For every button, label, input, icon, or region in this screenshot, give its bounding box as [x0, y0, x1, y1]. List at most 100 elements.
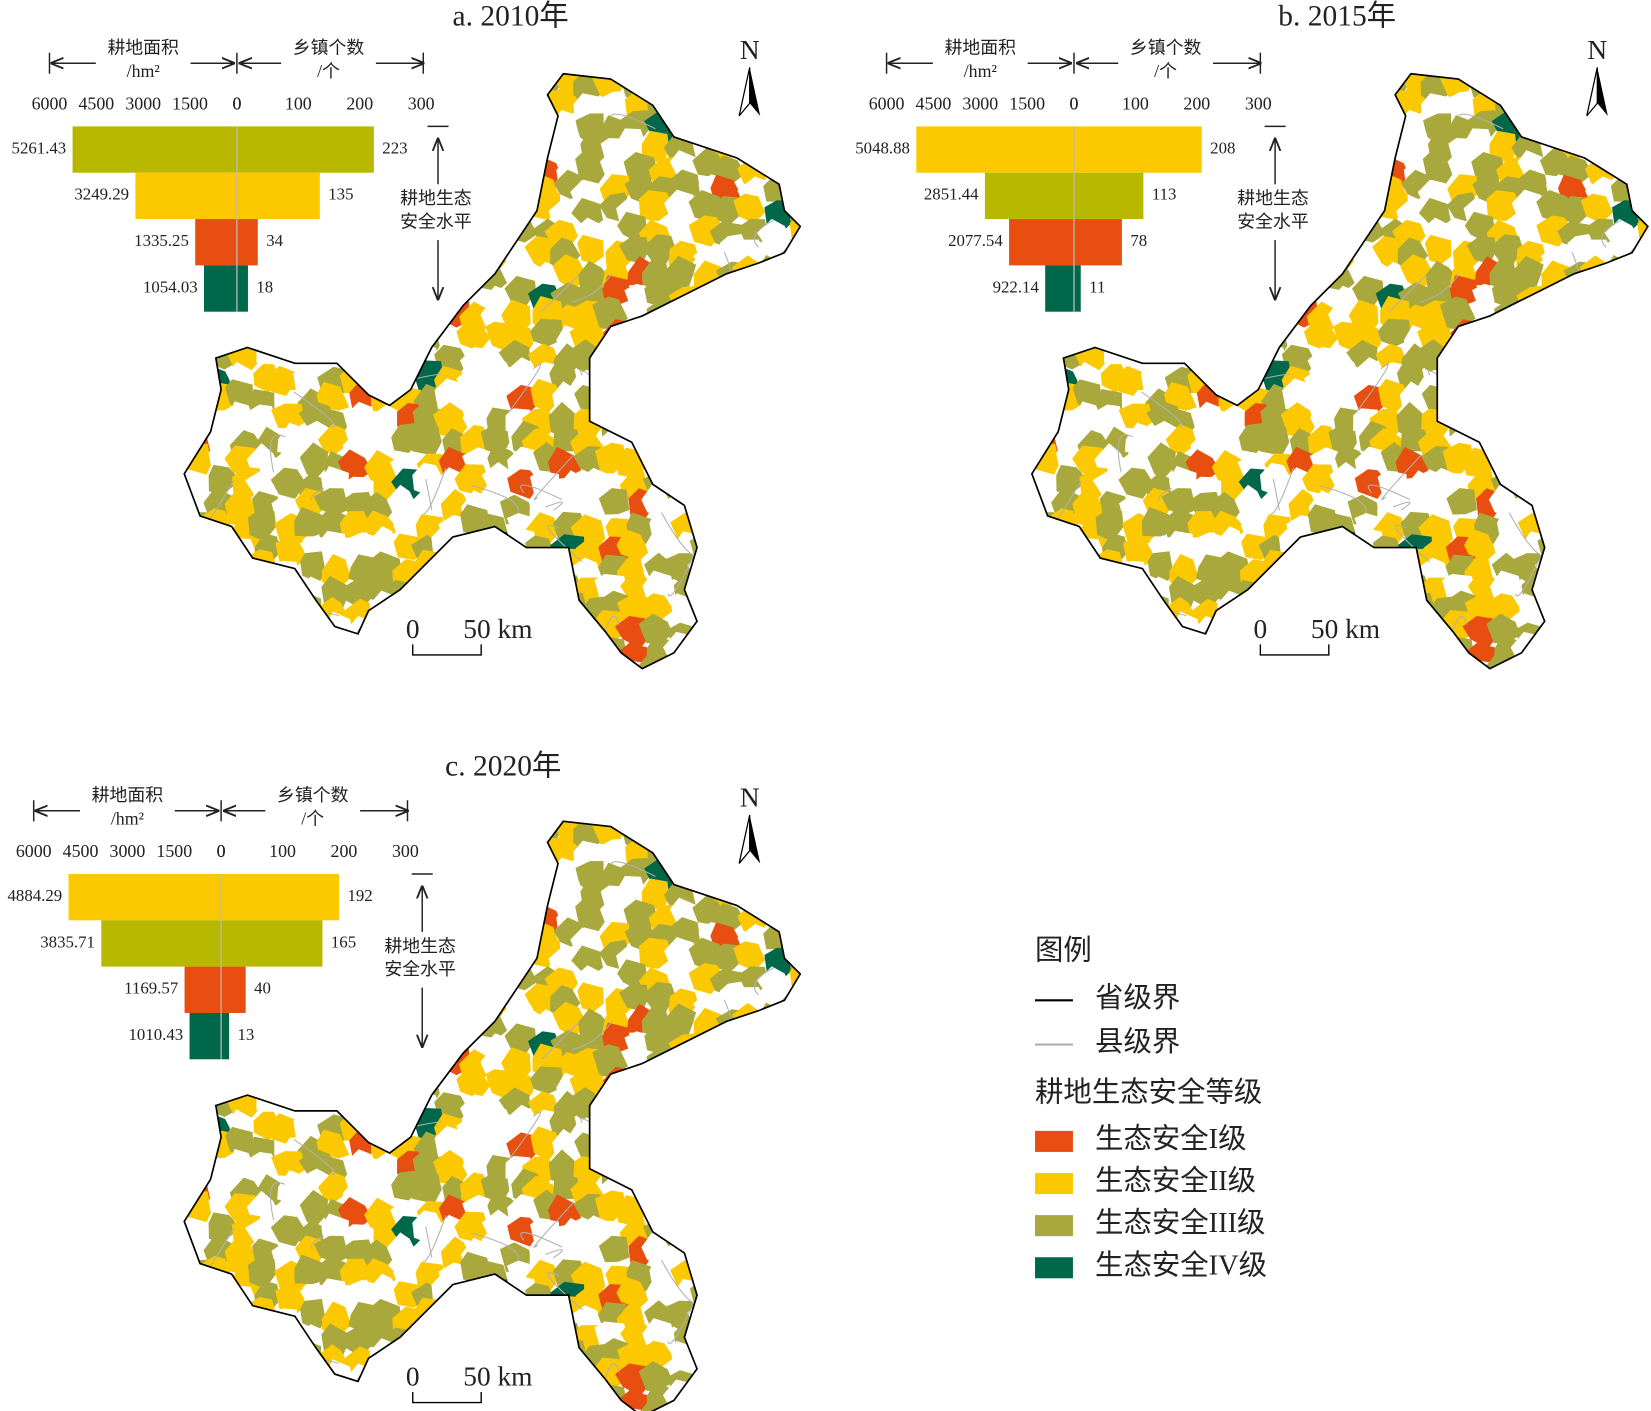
- count-value-label: 11: [1089, 277, 1105, 296]
- label-bg: [95, 38, 191, 61]
- label-bg: [95, 62, 191, 84]
- count-value-label: 113: [1152, 185, 1177, 204]
- count-bar: [221, 920, 323, 967]
- legend: 图例省级界县级界耕地生态安全等级生态安全I级生态安全II级生态安全III级生态安…: [1035, 934, 1267, 1281]
- panel-title: c. 2020年: [445, 749, 561, 782]
- area-bar: [72, 126, 237, 173]
- north-arrow-shape: [1586, 67, 1598, 117]
- legend-label: 省级界: [1095, 982, 1180, 1014]
- label-bg: [1118, 62, 1213, 84]
- scale-label: 50 km: [463, 614, 532, 644]
- side-label: 安全水平: [384, 959, 456, 979]
- count-tick-label: 0: [1070, 93, 1079, 113]
- count-bar: [1073, 172, 1144, 220]
- area-tick-label: 6000: [32, 93, 68, 113]
- area-bar: [189, 1012, 222, 1060]
- count-tick-label: 200: [1183, 93, 1210, 113]
- legend-label: 生态安全II级: [1095, 1165, 1256, 1197]
- count-tick-label: 0: [217, 841, 226, 861]
- legend-label: 生态安全I级: [1095, 1123, 1247, 1155]
- legend-swatch: [1035, 1215, 1073, 1237]
- count-tick-label: 300: [408, 93, 435, 113]
- side-label: 安全水平: [1237, 211, 1309, 231]
- area-bar: [1009, 219, 1074, 266]
- count-value-label: 223: [382, 138, 407, 157]
- axis-label: 乡镇个数: [293, 38, 365, 58]
- count-value-label: 34: [266, 231, 283, 250]
- north-label: N: [740, 783, 760, 813]
- scale-label: 0: [1254, 614, 1268, 644]
- label-bg: [932, 38, 1028, 61]
- axis-label: /hm²: [127, 61, 160, 81]
- axis-label: /个: [1154, 61, 1177, 81]
- axis-label: /个: [317, 61, 340, 81]
- scale-line: [1259, 644, 1330, 656]
- count-value-label: 13: [238, 1025, 255, 1044]
- area-value-label: 1169.57: [124, 979, 178, 998]
- axis-label: 乡镇个数: [1130, 38, 1202, 58]
- area-bar: [1045, 265, 1074, 312]
- area-tick-label: 6000: [16, 841, 52, 861]
- legend-swatch: [1035, 1257, 1073, 1279]
- area-bar: [195, 219, 237, 266]
- count-bar: [236, 265, 248, 312]
- count-value-label: 135: [328, 185, 353, 204]
- area-tick-label: 4500: [63, 841, 99, 861]
- count-bar: [1073, 219, 1122, 266]
- area-value-label: 1335.25: [134, 231, 189, 250]
- area-tick-label: 3000: [962, 93, 998, 113]
- scale-label: 50 km: [463, 1362, 532, 1392]
- axis-label: 耕地面积: [107, 38, 179, 58]
- label-bg: [80, 809, 175, 831]
- area-tick-label: 3000: [110, 841, 146, 861]
- area-tick-label: 6000: [869, 93, 905, 113]
- area-bar: [984, 172, 1074, 220]
- north-arrow: N: [738, 35, 761, 117]
- area-value-label: 1054.03: [143, 277, 198, 296]
- label-bg: [281, 38, 376, 61]
- side-label: 耕地生态: [1237, 188, 1309, 208]
- side-label: 安全水平: [400, 211, 472, 231]
- area-tick-label: 0: [1070, 93, 1079, 113]
- north-arrow-shape: [749, 815, 761, 864]
- count-bar: [221, 873, 340, 921]
- label-bg: [265, 786, 361, 808]
- count-value-label: 40: [254, 979, 271, 998]
- area-value-label: 5048.88: [855, 138, 910, 157]
- area-value-label: 2077.54: [948, 231, 1003, 250]
- north-arrow: N: [738, 783, 761, 864]
- area-value-label: 4884.29: [8, 886, 63, 905]
- label-bg: [1118, 38, 1213, 61]
- north-arrow-shape: [749, 67, 761, 116]
- scale-label: 50 km: [1311, 614, 1380, 644]
- area-value-label: 3835.71: [40, 932, 95, 951]
- count-tick-label: 0: [232, 93, 241, 113]
- count-tick-label: 100: [269, 841, 296, 861]
- north-label: N: [740, 35, 760, 65]
- axis-label: 耕地面积: [945, 38, 1017, 58]
- area-bar: [916, 126, 1074, 173]
- count-tick-label: 200: [331, 841, 358, 861]
- area-tick-label: 1500: [156, 841, 192, 861]
- count-tick-label: 100: [1122, 93, 1149, 113]
- side-label: 耕地生态: [400, 188, 472, 208]
- panel-title: a. 2010年: [453, 0, 569, 33]
- scale-label: 0: [406, 1362, 420, 1392]
- count-tick-label: 100: [285, 93, 312, 113]
- area-bar: [203, 265, 237, 312]
- area-value-label: 1010.43: [129, 1025, 184, 1044]
- north-arrow-shape: [1597, 67, 1608, 116]
- panel-title: b. 2015年: [1278, 0, 1396, 33]
- count-value-label: 165: [331, 932, 356, 951]
- area-tick-label: 4500: [78, 93, 114, 113]
- count-bar: [236, 126, 374, 173]
- count-tick-label: 200: [346, 93, 373, 113]
- scale-bar: 0 50 km: [1254, 614, 1380, 656]
- count-bar: [1073, 126, 1202, 173]
- legend-swatch: [1035, 1130, 1073, 1152]
- scale-label: 0: [406, 614, 420, 644]
- legend-label: 生态安全III级: [1095, 1207, 1265, 1239]
